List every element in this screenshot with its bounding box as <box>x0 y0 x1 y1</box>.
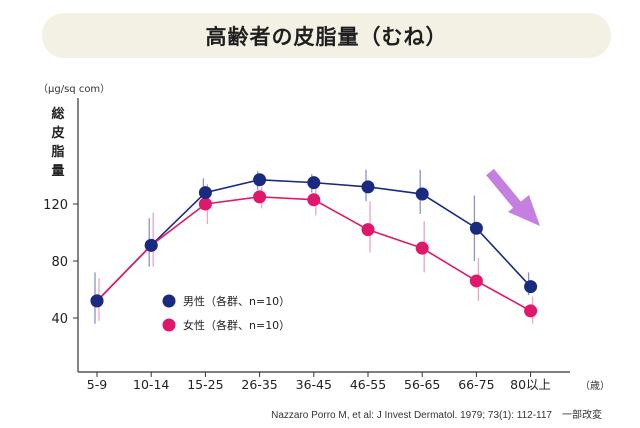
female-series-line <box>96 196 531 312</box>
y-axis-label-char: 総 <box>51 106 64 122</box>
x-axis-unit-label: （歳） <box>580 380 610 392</box>
male-legend-marker <box>162 294 176 308</box>
x-tick-label: 15-25 <box>187 377 223 392</box>
male-data-point <box>198 186 212 200</box>
y-axis-label-char: 量 <box>51 164 64 179</box>
chart-title: 高齢者の皮脂量（むね） <box>205 24 448 49</box>
x-tick-label: 36-45 <box>296 377 332 392</box>
y-tick-label: 120 <box>43 198 68 213</box>
source-citation: Nazzaro Porro M, et al: J Invest Dermato… <box>271 410 602 421</box>
male-data-point <box>415 187 429 201</box>
male-data-point <box>469 221 483 235</box>
female-data-point <box>415 241 429 255</box>
male-data-point <box>144 238 158 252</box>
x-tick-label: 26-35 <box>241 377 277 392</box>
x-tick-label: 80以上 <box>510 377 551 392</box>
y-tick-label: 40 <box>51 312 68 327</box>
down-arrow-icon <box>486 168 540 226</box>
male-data-point <box>361 180 375 194</box>
male-data-point <box>307 176 321 190</box>
y-axis-label-char: 脂 <box>50 144 64 160</box>
x-tick-label: 5-9 <box>87 377 107 392</box>
female-data-point <box>469 274 483 288</box>
female-legend-label: 女性（各群、n=10） <box>183 318 290 332</box>
female-data-point <box>307 193 321 207</box>
x-tick-label: 10-14 <box>133 377 169 392</box>
male-data-point <box>90 294 104 308</box>
y-tick-label: 80 <box>51 255 68 270</box>
y-unit-label: （μg/sq com） <box>38 83 110 95</box>
x-tick-label: 56-65 <box>404 377 440 392</box>
female-legend-marker <box>162 318 176 332</box>
male-legend-label: 男性（各群、n=10） <box>183 294 290 308</box>
female-data-point <box>361 223 375 237</box>
male-data-point <box>253 173 267 187</box>
x-tick-label: 46-55 <box>350 377 386 392</box>
female-data-point <box>253 190 267 204</box>
female-data-point <box>524 304 538 318</box>
title-banner: 高齢者の皮脂量（むね） <box>42 13 611 58</box>
y-axis-label-char: 皮 <box>50 125 64 141</box>
female-data-point <box>198 197 212 211</box>
male-data-point <box>524 280 538 294</box>
x-tick-label: 66-75 <box>458 377 494 392</box>
legend: 男性（各群、n=10） 女性（各群、n=10） <box>162 294 290 332</box>
